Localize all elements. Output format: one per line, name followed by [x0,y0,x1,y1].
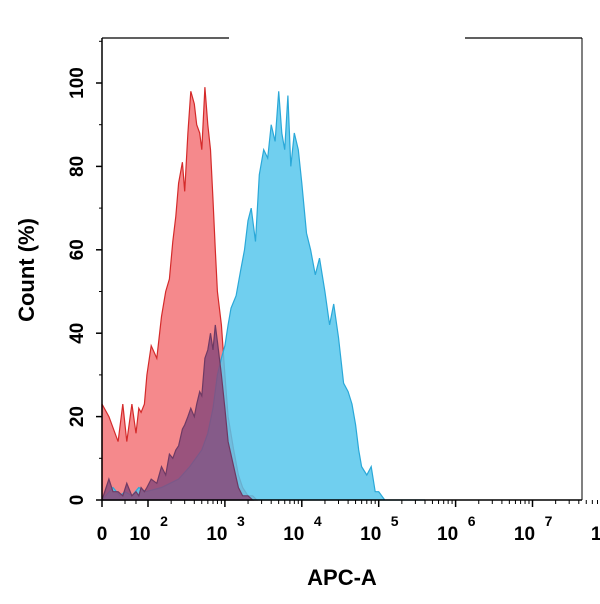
x-tick-exponent: 4 [314,513,322,529]
x-tick-label: 10 [283,524,304,545]
x-tick-label: 10 [437,524,458,545]
x-tick-label: 10 [129,524,150,545]
x-tick-label: 0 [97,524,108,545]
y-tick-label: 20 [67,406,88,427]
y-axis-title: Count (%) [14,218,39,322]
y-axis-ticks: 0 20 40 60 80 100 [67,40,102,506]
y-tick-label: 0 [67,495,88,506]
y-tick-label: 40 [67,323,88,344]
x-tick-label: 10 [514,524,535,545]
x-tick-exponent: 3 [237,513,245,529]
series-2-area [101,324,255,501]
x-tick-label: 10 [206,524,227,545]
x-tick-exponent: 7 [545,513,553,529]
x-axis-title: APC-A [307,565,377,590]
x-axis-ticks: 0102103104105106107108 [97,500,600,545]
y-tick-label: 60 [67,239,88,260]
series-layer [100,87,425,501]
x-tick-label: 10 [591,524,600,545]
y-tick-label: 100 [67,67,88,99]
x-tick-label: 10 [360,524,381,545]
x-tick-exponent: 2 [160,513,168,529]
y-tick-label: 80 [67,156,88,177]
x-tick-exponent: 6 [468,513,476,529]
x-tick-exponent: 5 [391,513,399,529]
